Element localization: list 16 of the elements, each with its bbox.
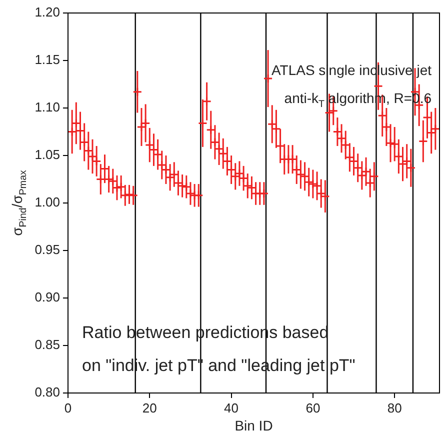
y-tick-label: 1.05: [34, 147, 60, 162]
y-axis-title: σPind/σPmax: [9, 170, 30, 236]
x-axis-title: Bin ID: [234, 417, 273, 434]
y-tick-label: 1.20: [34, 4, 60, 20]
y-tick-label: 0.90: [34, 290, 60, 305]
x-tick-label: 0: [64, 400, 72, 416]
y-tick-label: 1.00: [34, 194, 60, 210]
y-tick-label: 0.95: [34, 242, 60, 258]
y-tick-label: 0.80: [34, 384, 60, 400]
y-tick-label: 1.15: [34, 52, 60, 68]
x-tick-label: 20: [142, 400, 157, 416]
x-tick-label: 80: [387, 400, 402, 416]
y-tick-label: 0.85: [34, 337, 60, 352]
x-tick-label: 60: [306, 400, 320, 416]
x-tick-label: 40: [224, 400, 239, 416]
y-tick-label: 1.10: [34, 100, 60, 115]
